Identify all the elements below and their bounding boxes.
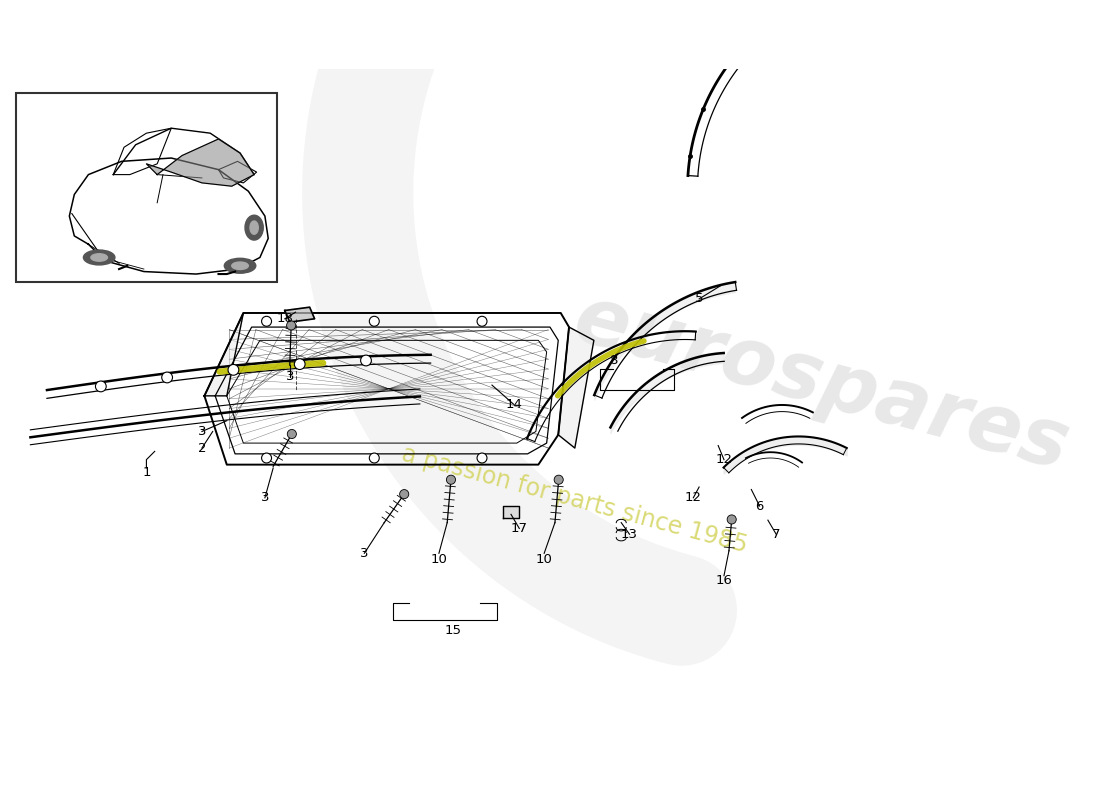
Polygon shape <box>285 307 315 322</box>
Text: 2: 2 <box>198 442 206 454</box>
Text: 3: 3 <box>198 425 206 438</box>
Text: 8: 8 <box>608 354 617 366</box>
Circle shape <box>477 316 487 326</box>
Circle shape <box>477 453 487 463</box>
Polygon shape <box>503 506 519 518</box>
Text: 16: 16 <box>715 574 733 587</box>
Circle shape <box>262 316 272 326</box>
Circle shape <box>399 490 409 498</box>
Ellipse shape <box>250 221 258 234</box>
Circle shape <box>228 365 239 375</box>
Text: 15: 15 <box>444 624 462 637</box>
Text: 3: 3 <box>360 547 368 560</box>
Ellipse shape <box>232 262 249 270</box>
Text: 13: 13 <box>621 528 638 541</box>
Text: a passion for parts since 1985: a passion for parts since 1985 <box>399 442 750 558</box>
Circle shape <box>447 475 455 484</box>
Circle shape <box>295 358 305 370</box>
Text: 17: 17 <box>510 522 528 535</box>
Circle shape <box>96 381 107 392</box>
Polygon shape <box>146 139 254 186</box>
Text: 3: 3 <box>261 491 270 504</box>
Circle shape <box>287 321 296 330</box>
Circle shape <box>287 430 296 438</box>
Circle shape <box>554 475 563 484</box>
Circle shape <box>361 355 372 366</box>
Text: 14: 14 <box>505 398 521 410</box>
Circle shape <box>262 453 272 463</box>
Ellipse shape <box>84 250 114 265</box>
Text: 10: 10 <box>536 553 552 566</box>
Text: 3: 3 <box>286 370 294 383</box>
Circle shape <box>727 515 736 524</box>
Ellipse shape <box>245 215 263 240</box>
Bar <box>16 94 277 282</box>
Polygon shape <box>205 313 243 396</box>
Text: 18: 18 <box>276 312 294 326</box>
Text: 12: 12 <box>715 453 733 466</box>
Polygon shape <box>558 327 594 448</box>
Circle shape <box>370 316 379 326</box>
Ellipse shape <box>91 254 108 261</box>
Text: 1: 1 <box>142 466 151 479</box>
Text: 7: 7 <box>772 528 780 541</box>
Text: 6: 6 <box>756 499 763 513</box>
Text: eurospares: eurospares <box>565 280 1077 487</box>
Circle shape <box>162 372 173 383</box>
Text: 10: 10 <box>430 553 448 566</box>
Ellipse shape <box>224 258 256 274</box>
Text: 5: 5 <box>695 293 703 306</box>
Circle shape <box>370 453 379 463</box>
Text: 12: 12 <box>685 491 702 504</box>
